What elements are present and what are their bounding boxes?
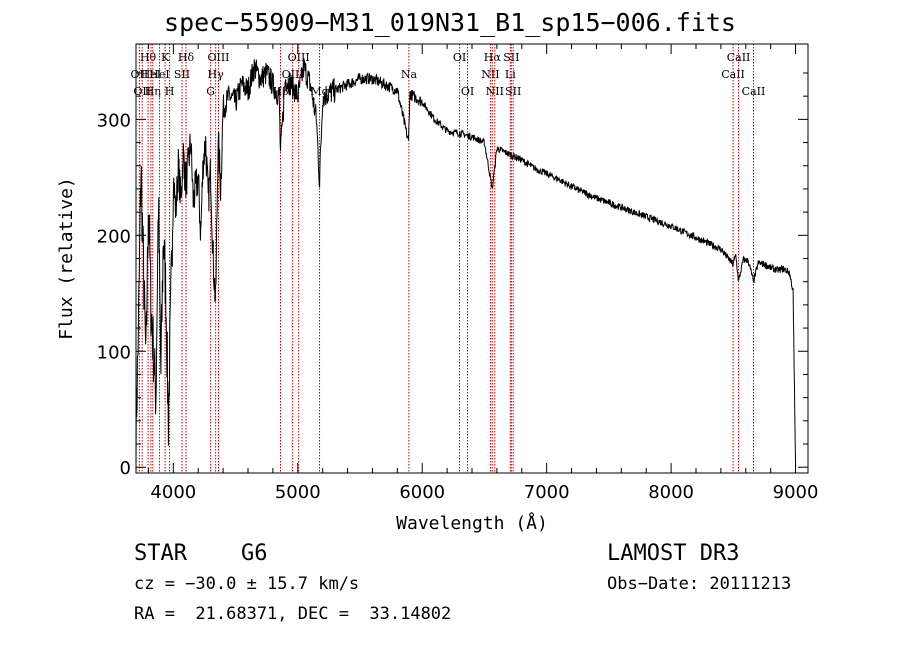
line-marker-label-5: HeI bbox=[149, 68, 169, 81]
coordinates: RA = 21.68371, DEC = 33.14802 bbox=[134, 604, 452, 624]
y-tick-label: 300 bbox=[97, 110, 131, 131]
x-tick-label: 7000 bbox=[524, 482, 570, 503]
line-marker-label-27: CaII bbox=[727, 51, 751, 64]
x-tick-label: 5000 bbox=[275, 482, 321, 503]
x-tick-label: 4000 bbox=[150, 482, 196, 503]
object-type: STAR bbox=[134, 541, 187, 566]
line-marker-label-22: NII bbox=[486, 85, 504, 98]
spectrum-series-line bbox=[135, 58, 797, 468]
object-subclass: G6 bbox=[241, 541, 268, 566]
chart-title: spec−55909−M31_019N31_B1_sp15−006.fits bbox=[164, 8, 736, 37]
line-marker-label-17: Na bbox=[401, 68, 418, 81]
y-tick-label: 100 bbox=[97, 342, 131, 363]
line-marker-label-8: SII bbox=[174, 68, 190, 81]
line-marker-label-21: Hα bbox=[484, 51, 502, 64]
line-marker-label-11: Hγ bbox=[208, 68, 225, 81]
line-marker-label-2: Hθ bbox=[140, 51, 157, 64]
line-marker-label-19: OI bbox=[461, 85, 474, 98]
line-marker-label-18: OI bbox=[453, 51, 466, 64]
line-marker-label-12: OIII bbox=[207, 51, 229, 64]
line-marker-label-15: OIII bbox=[288, 51, 310, 64]
line-marker-label-24: SII bbox=[503, 51, 519, 64]
line-marker-label-4: Hη bbox=[145, 85, 161, 98]
x-tick-label: 6000 bbox=[399, 482, 445, 503]
y-tick-label: 200 bbox=[97, 226, 131, 247]
line-marker-label-1: OII bbox=[133, 85, 151, 98]
line-marker-label-0: OII bbox=[131, 68, 149, 81]
line-marker-label-10: G bbox=[206, 85, 215, 98]
x-axis-label: Wavelength (Å) bbox=[396, 512, 548, 534]
line-marker-label-20: NII bbox=[481, 68, 499, 81]
x-tick-label: 9000 bbox=[773, 482, 819, 503]
redshift-line: cz = −30.0 ± 15.7 km/s bbox=[134, 574, 360, 594]
survey-name: LAMOST DR3 bbox=[607, 541, 740, 566]
obs-date: Obs−Date: 20111213 bbox=[607, 574, 792, 594]
y-axis-label: Flux (relative) bbox=[56, 177, 77, 340]
line-marker-label-9: Hδ bbox=[178, 51, 195, 64]
x-tick-label: 8000 bbox=[648, 482, 694, 503]
line-marker-label-6: K bbox=[161, 51, 170, 64]
line-marker-label-28: CaII bbox=[742, 85, 766, 98]
line-marker-label-23: Li bbox=[505, 68, 516, 81]
line-marker-label-7: H bbox=[165, 85, 175, 98]
line-marker-label-26: CaII bbox=[721, 68, 745, 81]
y-tick-label: 0 bbox=[120, 458, 131, 479]
line-marker-label-25: SII bbox=[505, 85, 521, 98]
line-marker-label-3: HeI bbox=[141, 68, 161, 81]
